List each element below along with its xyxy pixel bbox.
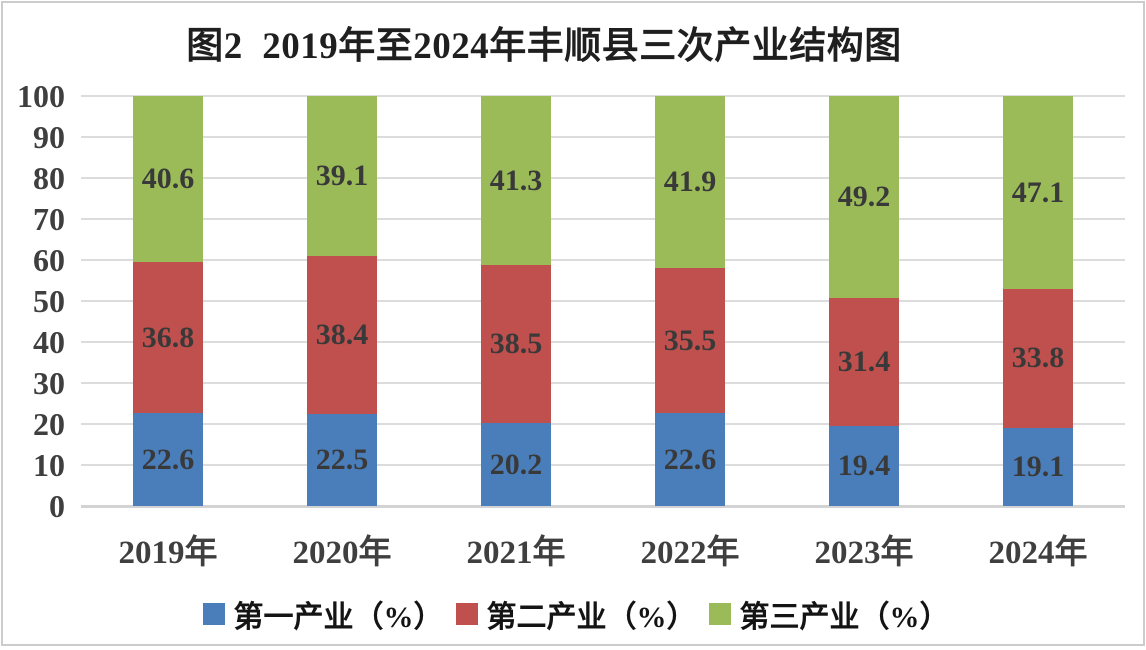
data-label: 22.6: [663, 442, 717, 476]
y-tick-label: 80: [33, 160, 65, 196]
x-tick-label: 2022年: [640, 535, 740, 571]
data-label: 19.1: [1011, 449, 1065, 483]
legend-swatch-icon: [202, 603, 225, 625]
bar-segment: 19.1: [1003, 427, 1073, 506]
bar-segment: 41.3: [481, 96, 551, 266]
gridline: [81, 259, 1125, 261]
bar-segment: 39.1: [307, 96, 377, 257]
y-tick-label: 50: [33, 283, 65, 319]
gridline: [81, 423, 1125, 425]
data-label: 36.8: [141, 320, 195, 354]
legend-item: 第二产业（%）: [455, 592, 697, 636]
data-label: 31.4: [837, 345, 891, 379]
legend: 第一产业（%） 第二产业（%） 第三产业（%）: [3, 592, 1146, 636]
y-tick-label: 0: [49, 488, 65, 524]
y-tick-label: 90: [33, 119, 65, 155]
y-tick-label: 10: [33, 447, 65, 483]
legend-label: 第一产业（%）: [233, 601, 444, 634]
y-tick-label: 30: [33, 365, 65, 401]
legend-label: 第三产业（%）: [739, 601, 950, 634]
data-label: 49.2: [837, 179, 891, 213]
bar-segment: 41.9: [655, 96, 725, 268]
gridline: [81, 300, 1125, 302]
data-label: 22.5: [315, 442, 369, 476]
legend-label: 第二产业（%）: [486, 601, 697, 634]
chart-title: 图2 2019年至2024年丰顺县三次产业结构图: [186, 26, 902, 67]
plot-area: 0 10 20 30 40 50 60 70 80 90 100 22.6 36.8 40.6 2019年 2…: [3, 3, 1146, 650]
x-tick-label: 2020年: [292, 535, 392, 571]
y-tick-label: 60: [33, 242, 65, 278]
bar-segment: 47.1: [1003, 96, 1073, 290]
data-label: 38.4: [315, 318, 369, 352]
bar-segment: 19.4: [829, 426, 899, 506]
data-label: 41.9: [663, 164, 717, 198]
data-label: 41.3: [489, 163, 543, 197]
bar-segment: 38.4: [307, 256, 377, 414]
data-label: 40.6: [141, 162, 195, 196]
bar-segment: 38.5: [481, 265, 551, 424]
gridline: [81, 95, 1125, 97]
data-label: 22.6: [141, 442, 195, 476]
gridline: [81, 464, 1125, 466]
gridline: [81, 136, 1125, 138]
gridline: [81, 382, 1125, 384]
legend-item: 第一产业（%）: [202, 592, 444, 636]
gridline: [81, 218, 1125, 220]
bar-segment: 22.6: [655, 413, 725, 506]
data-label: 19.4: [837, 449, 891, 483]
data-label: 33.8: [1011, 341, 1065, 375]
data-label: 39.1: [315, 159, 369, 193]
x-tick-label: 2023年: [814, 535, 914, 571]
x-tick-label: 2021年: [466, 535, 566, 571]
bar-segment: 22.5: [307, 413, 377, 506]
bar-segment: 49.2: [829, 96, 899, 298]
y-tick-label: 100: [17, 78, 65, 114]
bar-segment: 35.5: [655, 267, 725, 414]
bar-segment: 40.6: [133, 96, 203, 263]
data-label: 35.5: [663, 323, 717, 357]
bar-segment: 22.6: [133, 413, 203, 506]
legend-item: 第三产业（%）: [708, 592, 950, 636]
data-label: 38.5: [489, 327, 543, 361]
data-label: 47.1: [1011, 175, 1065, 209]
x-tick-label: 2019年: [118, 535, 218, 571]
y-tick-label: 40: [33, 324, 65, 360]
bar-segment: 20.2: [481, 423, 551, 506]
legend-swatch-icon: [708, 603, 731, 625]
gridline: [81, 341, 1125, 343]
x-tick-label: 2024年: [988, 535, 1088, 571]
y-tick-label: 70: [33, 201, 65, 237]
data-label: 20.2: [489, 447, 543, 481]
bar-segment: 36.8: [133, 262, 203, 414]
y-tick-label: 20: [33, 406, 65, 442]
x-axis-line: [81, 505, 1125, 508]
legend-swatch-icon: [455, 603, 478, 625]
gridline: [81, 177, 1125, 179]
bar-segment: 33.8: [1003, 289, 1073, 428]
bar-segment: 31.4: [829, 297, 899, 427]
